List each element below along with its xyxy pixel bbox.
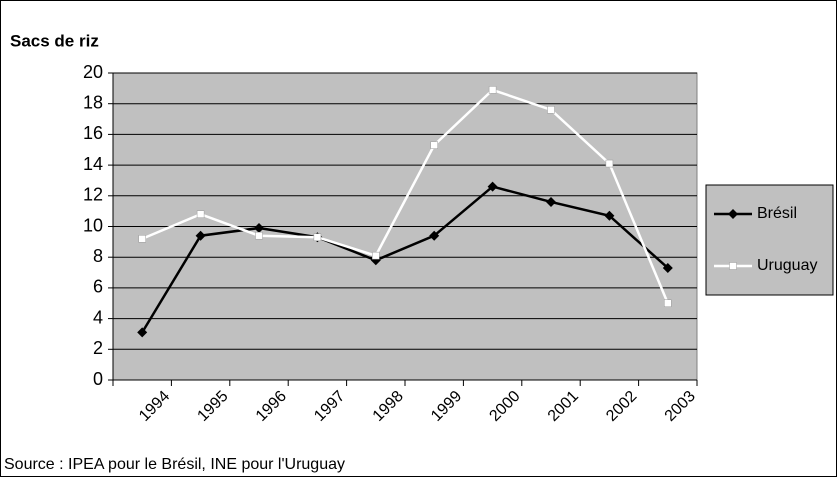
y-tick-label: 2 xyxy=(93,338,103,358)
series-line xyxy=(141,88,669,304)
y-tick-label: 6 xyxy=(93,277,103,297)
marker xyxy=(662,262,673,273)
marker xyxy=(255,231,263,240)
y-tick-label: 8 xyxy=(93,246,103,266)
legend-box xyxy=(705,184,834,296)
y-tick-label: 14 xyxy=(83,154,103,174)
marker xyxy=(372,251,380,260)
series-line xyxy=(141,185,669,334)
y-tick-label: 20 xyxy=(83,62,103,82)
marker xyxy=(429,230,440,241)
marker xyxy=(729,262,737,270)
marker xyxy=(547,106,555,114)
y-tick-label: 10 xyxy=(83,215,103,235)
marker xyxy=(604,210,615,221)
y-axis-title: Sacs de riz xyxy=(10,31,99,50)
y-tick-label: 12 xyxy=(83,185,103,205)
y-tick-label: 16 xyxy=(83,123,103,143)
marker xyxy=(195,230,206,241)
marker xyxy=(137,327,148,338)
y-tick-label: 0 xyxy=(93,369,103,389)
y-tick-label: 18 xyxy=(83,92,103,112)
source-note: Source : IPEA pour le Brésil, INE pour l… xyxy=(4,456,345,473)
marker xyxy=(605,159,614,168)
marker xyxy=(664,299,672,307)
marker xyxy=(313,233,322,241)
marker xyxy=(430,141,438,149)
marker xyxy=(546,196,556,207)
marker xyxy=(728,209,738,219)
y-tick-label: 4 xyxy=(93,307,103,327)
marker xyxy=(138,235,146,243)
marker xyxy=(370,255,381,266)
marker xyxy=(196,210,205,218)
marker xyxy=(254,223,264,234)
legend-label: Uruguay xyxy=(757,257,817,274)
marker xyxy=(487,181,498,192)
legend-label: Brésil xyxy=(757,205,797,222)
marker xyxy=(488,86,497,94)
